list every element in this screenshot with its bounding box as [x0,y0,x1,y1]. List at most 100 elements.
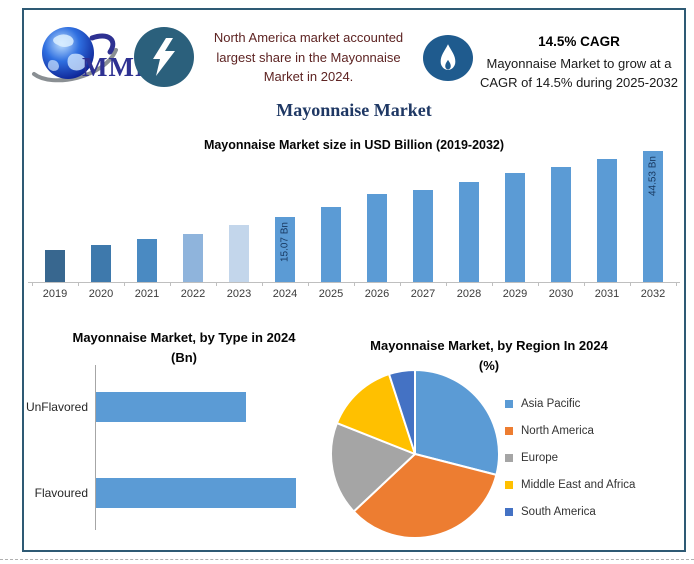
legend-label: Europe [521,451,559,464]
pie-legend: Asia Pacific North America Europe Middle Ea… [505,390,635,525]
axis-tick [401,282,447,286]
cagr-block: 14.5% CAGR Mayonnaise Market to grow at … [476,34,682,93]
content-frame: MMR North America market accounted large… [22,8,686,552]
x-axis-label-2029: 2029 [502,288,528,300]
pie-svg [330,369,500,539]
bottom-dashed-line [0,559,694,560]
bar-2031 [597,159,617,282]
bar-cell-2023 [216,147,262,282]
type-chart-title-line: Mayonnaise Market, by Type in 2024 [72,330,296,345]
x-axis-label-2026: 2026 [364,288,390,300]
axis-tick [355,282,401,286]
axis-tick [309,282,355,286]
page-title: Mayonnaise Market [276,100,432,120]
bar-2021 [137,239,157,282]
legend-label: North America [521,424,594,437]
region-chart-subtitle: (%) [478,357,500,373]
lightning-badge [134,27,194,87]
bar-value-label-2024: 15.07 Bn [279,222,291,263]
legend-label: Asia Pacific [521,397,581,410]
axis-tick [217,282,263,286]
type-row-UnFlavored: UnFlavored [26,392,246,422]
bar-cell-2021 [124,147,170,282]
legend-swatch [505,453,513,462]
x-axis-label-2032: 2032 [640,288,666,300]
type-chart-plot: UnFlavored Flavoured [26,365,341,530]
bar-2026 [367,194,387,282]
bar-2022 [183,234,203,282]
bar-cell-2028 [446,147,492,282]
legend-label: South America [521,505,596,518]
pie-slice-asia-pacific [414,369,500,476]
column-chart-plot: 15.07 Bn 44.53 Bn [32,147,676,282]
type-row-Flavoured: Flavoured [35,478,296,508]
cagr-title: 14.5% CAGR [538,34,620,49]
bar-2024: 15.07 Bn [275,217,295,282]
type-label-Flavoured: Flavoured [34,486,88,500]
globe-icon [32,27,118,83]
axis-tick [171,282,217,286]
bar-cell-2029 [492,147,538,282]
axis-tick [33,282,79,286]
axis-tick [585,282,631,286]
legend-item-asia-pacific: Asia Pacific [505,390,635,417]
flame-badge [423,35,473,81]
pie-slice-europe [330,422,416,513]
header-callout: North America market accounted largest s… [213,30,404,84]
flame-icon [440,44,456,70]
x-axis-label-2019: 2019 [42,288,68,300]
bar-2027 [413,190,433,282]
column-chart-title: Mayonnaise Market size in USD Billion (2… [203,138,505,152]
lightning-icon [153,38,175,76]
legend-swatch [505,426,513,435]
bar-cell-2020 [78,147,124,282]
bar-cell-2031 [584,147,630,282]
bar-cell-2025 [308,147,354,282]
axis-tick [631,282,677,286]
region-chart-title: Mayonnaise Market, by Region In 2024 (%) [344,336,634,375]
axis-tick [125,282,171,286]
x-axis-label-2028: 2028 [456,288,482,300]
axis-tick [493,282,539,286]
x-axis-label-2031: 2031 [594,288,620,300]
x-axis-label-2020: 2020 [88,288,114,300]
legend-swatch [505,507,513,516]
region-pie-chart [329,368,501,540]
cagr-body: Mayonnaise Market to grow at a CAGR of 1… [479,56,678,90]
pie-slice-south-america [388,369,416,455]
bar-2030 [551,167,571,282]
bar-cell-2024: 15.07 Bn [262,147,308,282]
axis-tick [447,282,493,286]
bar-cell-2032: 44.53 Bn [630,147,676,282]
bar-cell-2026 [354,147,400,282]
x-axis-label-2027: 2027 [410,288,436,300]
axis-tick [539,282,585,286]
legend-item-south-america: South America [505,498,635,525]
axis-tick [263,282,309,286]
bar-value-label-2032: 44.53 Bn [647,156,659,197]
bar-cell-2019 [32,147,78,282]
bar-2032: 44.53 Bn [643,151,663,282]
bar-2020 [91,245,111,282]
x-axis-label-2022: 2022 [180,288,206,300]
pie-slice-north-america [352,453,498,539]
bar-cell-2030 [538,147,584,282]
type-bar-UnFlavored [96,392,246,422]
bar-2029 [505,173,525,282]
column-chart-ticks [32,282,677,286]
bar-cell-2027 [400,147,446,282]
legend-item-europe: Europe [505,444,635,471]
bar-2019 [45,250,65,282]
legend-item-north-america: North America [505,417,635,444]
axis-tick [79,282,125,286]
bar-2025 [321,207,341,282]
type-chart-subtitle: (Bn) [171,349,197,365]
region-chart-title-line: Mayonnaise Market, by Region In 2024 [370,338,608,353]
bar-cell-2022 [170,147,216,282]
bar-2028 [459,182,479,282]
x-axis-label-2024: 2024 [272,288,298,300]
legend-swatch [505,399,513,408]
type-bar-Flavoured [96,478,296,508]
bar-2023 [229,225,249,282]
